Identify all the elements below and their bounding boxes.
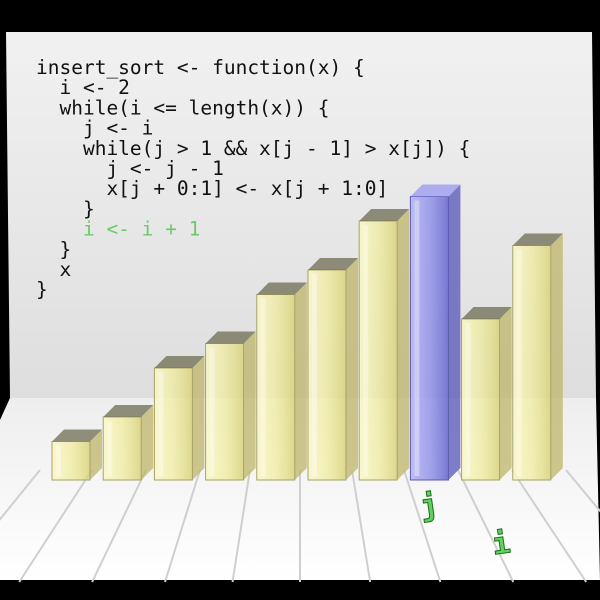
bar <box>51 429 102 481</box>
floor-groove <box>0 469 41 521</box>
bar-side <box>448 184 461 480</box>
pointer-label-i: i <box>490 525 513 562</box>
bar-side <box>499 307 512 480</box>
bar <box>512 233 563 481</box>
bar-top <box>52 429 102 442</box>
bar-gloss <box>260 298 266 476</box>
bar-front <box>51 441 91 481</box>
bar-side <box>397 209 410 480</box>
bar-front <box>461 318 501 481</box>
floor-groove <box>231 469 251 583</box>
bar-top <box>308 258 358 270</box>
floor-groove <box>565 469 600 513</box>
code-line: } <box>36 278 48 301</box>
bar-front <box>409 196 449 481</box>
code-line: } <box>36 238 71 261</box>
bar-highlighted <box>409 184 461 481</box>
code-line: while(i <= length(x)) { <box>36 96 330 119</box>
code-listing: insert_sort <- function(x) { i <- 2 whil… <box>36 56 470 301</box>
bar-gloss <box>312 274 317 476</box>
bar <box>153 356 205 481</box>
bar-top <box>154 356 205 368</box>
floor-groove <box>91 469 147 583</box>
bar-front <box>512 245 552 481</box>
bar-gloss <box>516 249 522 476</box>
bar-side <box>346 258 358 480</box>
bar-side <box>90 429 102 480</box>
bar-group <box>51 184 563 481</box>
bar-front <box>358 220 398 481</box>
floor-groove <box>18 469 93 583</box>
code-line: i <- 2 <box>36 76 130 99</box>
floor-groove <box>164 469 201 583</box>
code-line: while(j > 1 && x[j - 1] > x[j]) { <box>36 137 470 160</box>
bar-top <box>256 282 307 295</box>
floor-groove <box>403 469 442 583</box>
bar <box>307 258 358 481</box>
bar <box>205 331 256 481</box>
bar-top <box>103 405 154 417</box>
floor-groove <box>457 469 515 583</box>
bar-top <box>410 184 461 197</box>
bar-front <box>205 343 245 481</box>
bar-gloss <box>465 323 471 476</box>
bar-gloss <box>209 347 215 476</box>
floor-groove <box>511 469 588 583</box>
bar-side <box>192 356 205 480</box>
bar <box>461 307 512 481</box>
code-line: insert_sort <- function(x) { <box>36 56 365 79</box>
bar-side <box>243 331 256 480</box>
bar-gloss <box>414 200 420 476</box>
pointer-label-j: j <box>418 487 441 524</box>
bar-top <box>359 209 410 221</box>
floor-groove <box>351 469 372 583</box>
bar-front <box>153 367 193 481</box>
bar-top <box>512 233 563 246</box>
bar-side <box>550 233 563 480</box>
bar-front <box>256 294 296 481</box>
bar <box>256 282 307 481</box>
code-line: } <box>36 197 95 220</box>
bar-gloss <box>158 372 164 476</box>
bar-top <box>461 307 512 319</box>
code-line: i <- i + 1 <box>36 218 200 241</box>
code-line: j <- j - 1 <box>36 157 224 180</box>
bar-front <box>307 269 347 481</box>
code-line: x[j + 0:1] <- x[j + 1:0] <box>36 177 388 200</box>
bar <box>102 405 154 481</box>
floor-grooves <box>0 469 600 583</box>
code-line: j <- i <box>36 117 153 140</box>
bar-side <box>141 405 154 480</box>
bar-side <box>294 282 307 480</box>
bar-gloss <box>56 445 61 476</box>
code-line: x <box>36 258 71 281</box>
bar-gloss <box>107 421 113 476</box>
bar-top <box>205 331 256 344</box>
bar-gloss <box>363 225 369 476</box>
bar <box>358 209 410 481</box>
